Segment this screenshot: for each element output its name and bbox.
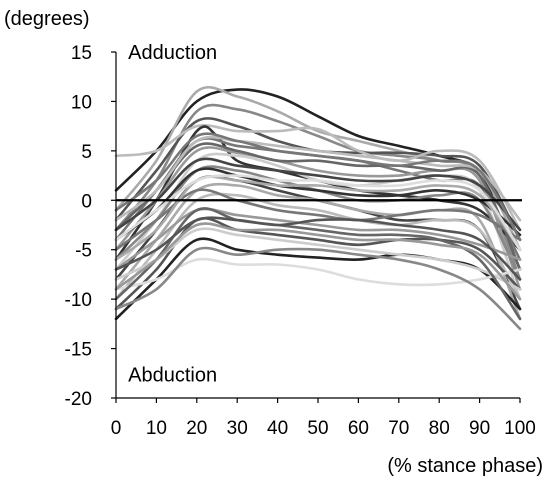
series-line-20 (114, 167, 522, 242)
y-tick-label: 0 (81, 191, 92, 212)
y-tick-label: -10 (65, 290, 92, 311)
annotation-abduction: Abduction (128, 364, 217, 386)
annotation-group: Adduction Abduction (128, 42, 217, 386)
series-line-24 (114, 157, 522, 232)
x-tick-label: 100 (504, 418, 536, 439)
x-tick-label: 70 (388, 418, 409, 439)
series-line-10 (114, 142, 522, 271)
x-tick-label: 30 (227, 418, 248, 439)
series-line-17 (114, 257, 522, 291)
series-line-28 (114, 174, 522, 251)
x-tick-label: 0 (111, 418, 122, 439)
x-tick-label: 50 (307, 418, 328, 439)
x-tick-label: 20 (186, 418, 207, 439)
series-line-21 (114, 227, 522, 291)
y-tick-label: 15 (71, 43, 92, 64)
x-tick-label: 10 (146, 418, 167, 439)
series-line-25 (114, 135, 522, 222)
y-tick-label: 5 (81, 142, 92, 163)
x-axis-label: (% stance phase) (387, 455, 543, 477)
y-tick-label: -5 (75, 241, 92, 262)
annotation-adduction: Adduction (128, 42, 217, 64)
series-line-23 (114, 175, 522, 261)
y-tick-label: -15 (65, 340, 92, 361)
series-group (114, 86, 522, 331)
series-line-5 (114, 124, 522, 232)
series-line-30 (114, 132, 522, 242)
y-tick-label: 10 (71, 92, 92, 113)
series-line-8 (114, 146, 522, 291)
series-line-26 (114, 246, 522, 331)
y-axis-label: (degrees) (4, 8, 90, 30)
series-line-29 (114, 222, 522, 301)
series-line-14 (114, 192, 522, 301)
series-line-22 (114, 207, 522, 321)
x-tick-label: 40 (267, 418, 288, 439)
y-tick-label: -20 (65, 389, 92, 410)
series-line-27 (114, 216, 522, 281)
series-line-19 (114, 188, 522, 251)
x-tick-label: 90 (469, 418, 490, 439)
series-line-18 (114, 207, 522, 271)
x-tick-label: 80 (429, 418, 450, 439)
x-tick-label: 60 (348, 418, 369, 439)
